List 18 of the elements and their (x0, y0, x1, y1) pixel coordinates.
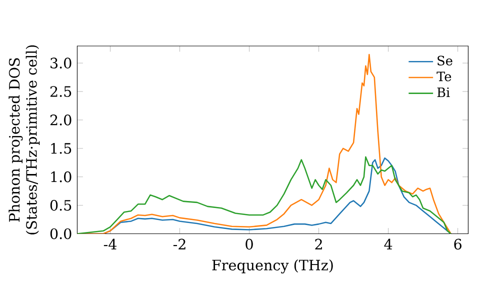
legend-label: Bi (437, 88, 450, 98)
y-tick-label: 1.5 (51, 143, 72, 154)
x-tick-label: 6 (454, 238, 462, 250)
legend-label: Te (436, 72, 452, 82)
x-tick-label: 2 (315, 238, 322, 250)
x-tick-label: 4 (384, 238, 392, 250)
y-tick-label: 2.0 (50, 114, 72, 126)
y-tick-label: 3.0 (50, 58, 72, 69)
x-tick-label: -4 (104, 238, 117, 250)
y-axis-title: Phonon projected DOS (States/THz·primitive cell) (8, 46, 40, 235)
y-tick-label: 2.5 (50, 86, 72, 98)
legend-label: Se (438, 56, 452, 66)
y-tick-label: 1.0 (51, 172, 72, 182)
x-tick-label: -2 (173, 238, 186, 250)
x-axis-title: Frequency (THz) (212, 260, 333, 274)
y-tick-label: 0.0 (50, 228, 72, 240)
y-tick-label: 0.5 (50, 200, 72, 211)
x-tick-label: 0 (246, 238, 253, 250)
